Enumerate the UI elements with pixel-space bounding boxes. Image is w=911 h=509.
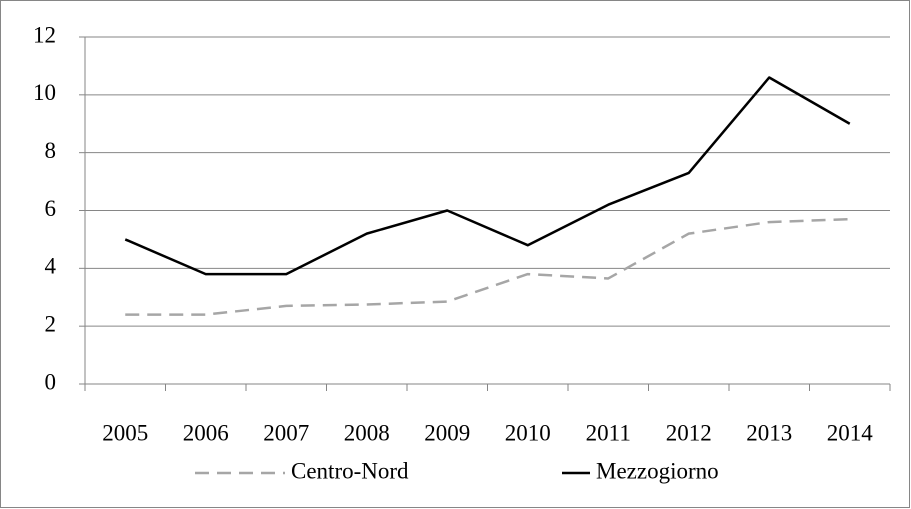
y-tick-label: 2 (45, 311, 57, 336)
legend-label: Centro-Nord (291, 458, 409, 483)
x-tick-label: 2008 (344, 420, 390, 445)
y-tick-label: 4 (45, 254, 57, 279)
x-tick-label: 2013 (746, 420, 792, 445)
y-tick-label: 0 (45, 369, 57, 394)
y-tick-label: 10 (33, 80, 56, 105)
y-tick-label: 8 (45, 138, 57, 163)
x-tick-label: 2006 (183, 420, 229, 445)
y-tick-label: 12 (33, 22, 56, 47)
x-tick-label: 2007 (263, 420, 309, 445)
legend-label: Mezzogiorno (596, 458, 719, 483)
series-line (124, 76, 851, 276)
x-tick-label: 2012 (666, 420, 712, 445)
x-tick-label: 2011 (586, 420, 631, 445)
x-tick-label: 2009 (424, 420, 470, 445)
x-tick-label: 2010 (505, 420, 551, 445)
x-tick-label: 2005 (102, 420, 148, 445)
series-line (125, 217, 850, 316)
x-tick-label: 2014 (827, 420, 874, 445)
y-tick-label: 6 (45, 196, 57, 221)
